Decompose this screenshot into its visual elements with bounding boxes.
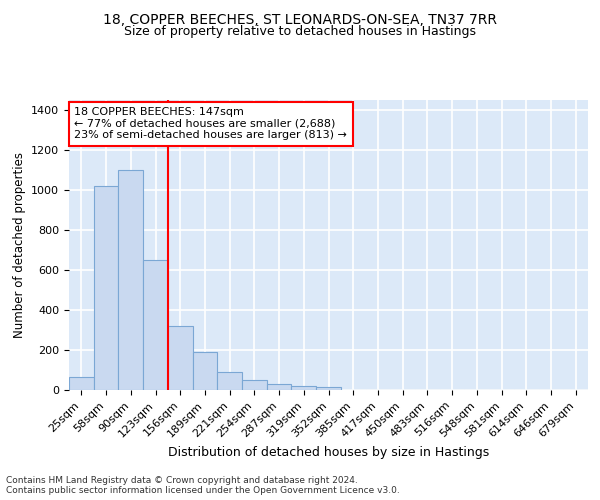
Text: 18 COPPER BEECHES: 147sqm
← 77% of detached houses are smaller (2,688)
23% of se: 18 COPPER BEECHES: 147sqm ← 77% of detac…	[74, 108, 347, 140]
Bar	[69, 377, 94, 390]
Bar	[316, 388, 341, 390]
Bar	[292, 386, 316, 390]
Bar	[242, 380, 267, 390]
Y-axis label: Number of detached properties: Number of detached properties	[13, 152, 26, 338]
Bar	[94, 186, 118, 390]
Text: 18, COPPER BEECHES, ST LEONARDS-ON-SEA, TN37 7RR: 18, COPPER BEECHES, ST LEONARDS-ON-SEA, …	[103, 12, 497, 26]
X-axis label: Distribution of detached houses by size in Hastings: Distribution of detached houses by size …	[168, 446, 489, 458]
Bar	[217, 372, 242, 390]
Text: Contains HM Land Registry data © Crown copyright and database right 2024.
Contai: Contains HM Land Registry data © Crown c…	[6, 476, 400, 495]
Bar	[168, 326, 193, 390]
Bar	[118, 170, 143, 390]
Text: Size of property relative to detached houses in Hastings: Size of property relative to detached ho…	[124, 25, 476, 38]
Bar	[267, 384, 292, 390]
Bar	[143, 260, 168, 390]
Bar	[193, 352, 217, 390]
